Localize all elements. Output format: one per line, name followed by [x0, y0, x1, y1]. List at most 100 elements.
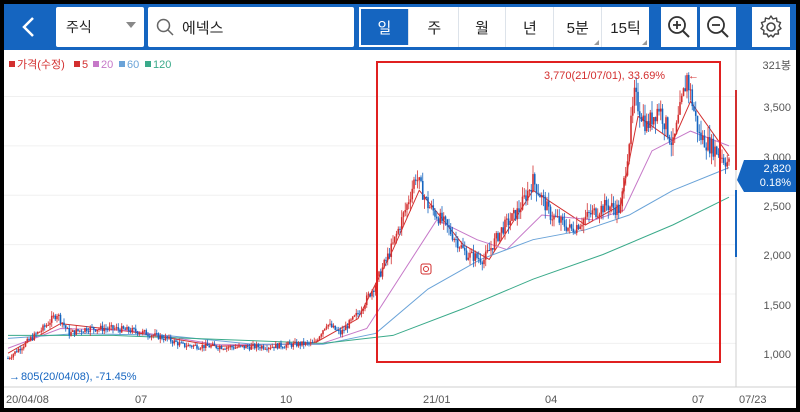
candle [693, 106, 695, 111]
candle [252, 344, 254, 346]
back-button[interactable] [7, 7, 51, 47]
tab-period-month[interactable]: 월 [459, 7, 507, 47]
candle [717, 154, 720, 156]
candle [297, 342, 300, 347]
y-tick-label: 2,000 [763, 250, 791, 262]
candle [437, 218, 440, 224]
candle [493, 238, 496, 250]
x-tick-label: 07 [135, 394, 147, 406]
legend-price: 가격(수정) [17, 58, 65, 71]
candle [448, 225, 450, 228]
candle [185, 346, 188, 348]
search-box[interactable] [148, 7, 354, 47]
candle [346, 326, 349, 329]
candle [78, 330, 81, 332]
candle [519, 209, 522, 213]
settings-button[interactable] [752, 7, 790, 47]
candle [52, 315, 55, 317]
candle [570, 224, 573, 229]
candle [420, 177, 422, 181]
candle [38, 331, 41, 333]
candle [49, 322, 51, 325]
candle [80, 330, 83, 332]
candle [232, 347, 235, 349]
candle [175, 340, 177, 342]
candle [145, 330, 148, 336]
candle [659, 108, 662, 112]
candle [470, 251, 473, 253]
candle [609, 206, 611, 211]
candle [204, 343, 207, 349]
candle [243, 345, 246, 349]
candle [119, 329, 121, 333]
x-tick-label: 10 [280, 394, 292, 406]
candle [724, 162, 727, 167]
tab-period-week[interactable]: 주 [411, 7, 459, 47]
tab-period-5min[interactable]: 5분 [554, 7, 603, 47]
candle [465, 250, 468, 260]
market-select[interactable]: 주식 [56, 7, 144, 47]
candle [642, 115, 645, 122]
candle [715, 146, 718, 155]
legend-swatch-price [9, 61, 15, 67]
candle [654, 117, 657, 122]
tab-period-15tick[interactable]: 15틱 [602, 7, 649, 47]
candle [267, 347, 270, 350]
candle [567, 227, 569, 231]
candle [327, 324, 330, 327]
candle [199, 348, 202, 350]
candle [31, 337, 34, 341]
candle [553, 215, 555, 220]
price-chart[interactable]: 가격(수정) 5 20 60 120 321봉 3,500 3,000 2,50… [4, 50, 796, 408]
candle [392, 242, 394, 244]
candle [64, 325, 67, 329]
candle [285, 344, 288, 348]
candle [133, 327, 135, 329]
candle [246, 345, 249, 347]
candle [117, 327, 120, 330]
candle [556, 216, 559, 218]
candle [467, 257, 470, 260]
candle [388, 253, 391, 258]
candle [689, 89, 692, 91]
candle [635, 87, 638, 92]
candle [434, 210, 436, 217]
candle [365, 295, 368, 306]
candle [661, 108, 664, 124]
candle [59, 314, 62, 323]
zoom-out-button[interactable] [700, 7, 736, 47]
candle [703, 135, 706, 148]
high-price-annotation: 3,770(21/07/01), 33.69% [544, 70, 665, 82]
candle [50, 315, 53, 323]
candle [166, 336, 169, 339]
candle [479, 258, 482, 263]
candle [598, 214, 601, 217]
candle [476, 253, 478, 258]
chevron-left-icon [22, 17, 34, 37]
candle [374, 285, 377, 292]
x-tick-label: 07/23 [739, 394, 767, 406]
tab-period-day[interactable]: 일 [361, 9, 409, 45]
zoom-in-button[interactable] [661, 7, 697, 47]
candle [77, 329, 79, 332]
candle [700, 132, 702, 141]
legend-ma20: 20 [101, 59, 113, 71]
candle [318, 336, 321, 340]
candle [600, 205, 603, 215]
candle [507, 218, 510, 226]
candle [451, 234, 454, 240]
candle [278, 342, 281, 349]
search-input[interactable] [182, 18, 342, 36]
caret-down-icon [126, 22, 136, 28]
tab-period-year[interactable]: 년 [506, 7, 555, 47]
candle [36, 331, 39, 334]
candle [351, 316, 354, 320]
candle [176, 341, 179, 346]
candle [425, 197, 428, 199]
candle [651, 112, 653, 125]
candle [638, 111, 641, 118]
candle [547, 201, 550, 207]
event-marker-icon [423, 266, 429, 272]
candle [239, 345, 242, 347]
event-marker [420, 263, 432, 275]
